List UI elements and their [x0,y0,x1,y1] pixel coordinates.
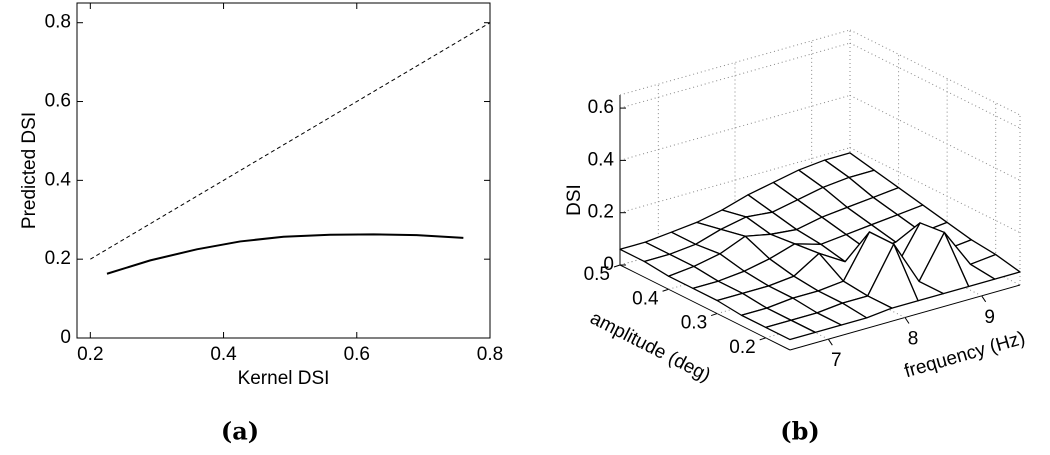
y-tick-label: 0 [60,327,71,348]
y-tick-label: 0.5 [584,264,610,285]
y-tick-label: 0.2 [729,337,755,358]
y-tick-label: 0.3 [681,313,707,334]
x-axis-label: frequency (Hz) [902,328,1028,383]
series-line [106,233,464,275]
surface-patch [765,319,816,341]
caption: (b) [780,417,820,446]
z-axis-label: DSI [564,184,585,216]
x-axis-label: Kernel DSI [238,368,330,389]
z-tick-label: 0.2 [588,202,614,223]
y-tick-label: 0.4 [632,288,659,309]
z-tick-label: 0.4 [588,149,615,170]
y-tick-label: 0.6 [45,91,71,112]
y-tick [710,313,718,317]
x-tick-label: 0.6 [344,344,370,365]
box-edge [849,29,1021,116]
x-tick-label: 0.2 [77,344,103,365]
x-tick [827,338,833,346]
z-tick-label: 0 [603,254,614,275]
y-tick-label: 0.8 [45,12,71,33]
x-tick-label: 9 [984,307,995,328]
x-tick-label: 8 [908,329,919,350]
caption: (a) [221,417,259,446]
plot-frame [76,2,491,339]
y-tick [662,288,669,292]
y-axis-label: Predicted DSI [19,112,40,229]
x-tick-label: 0.4 [210,344,237,365]
grid-line [849,94,1021,181]
grid-line [619,42,851,109]
y-tick [759,337,766,341]
series-line [90,22,491,260]
box-edge [619,264,791,351]
x-tick-label: 0.8 [477,344,503,365]
y-tick-label: 0.4 [45,169,72,190]
z-tick-label: 0.6 [588,97,614,118]
y-tick-label: 0.2 [45,248,71,269]
x-tick [981,295,987,303]
grid-line [849,42,1021,129]
x-tick-label: 7 [831,350,842,371]
y-tick [613,264,621,268]
x-tick [904,317,910,324]
